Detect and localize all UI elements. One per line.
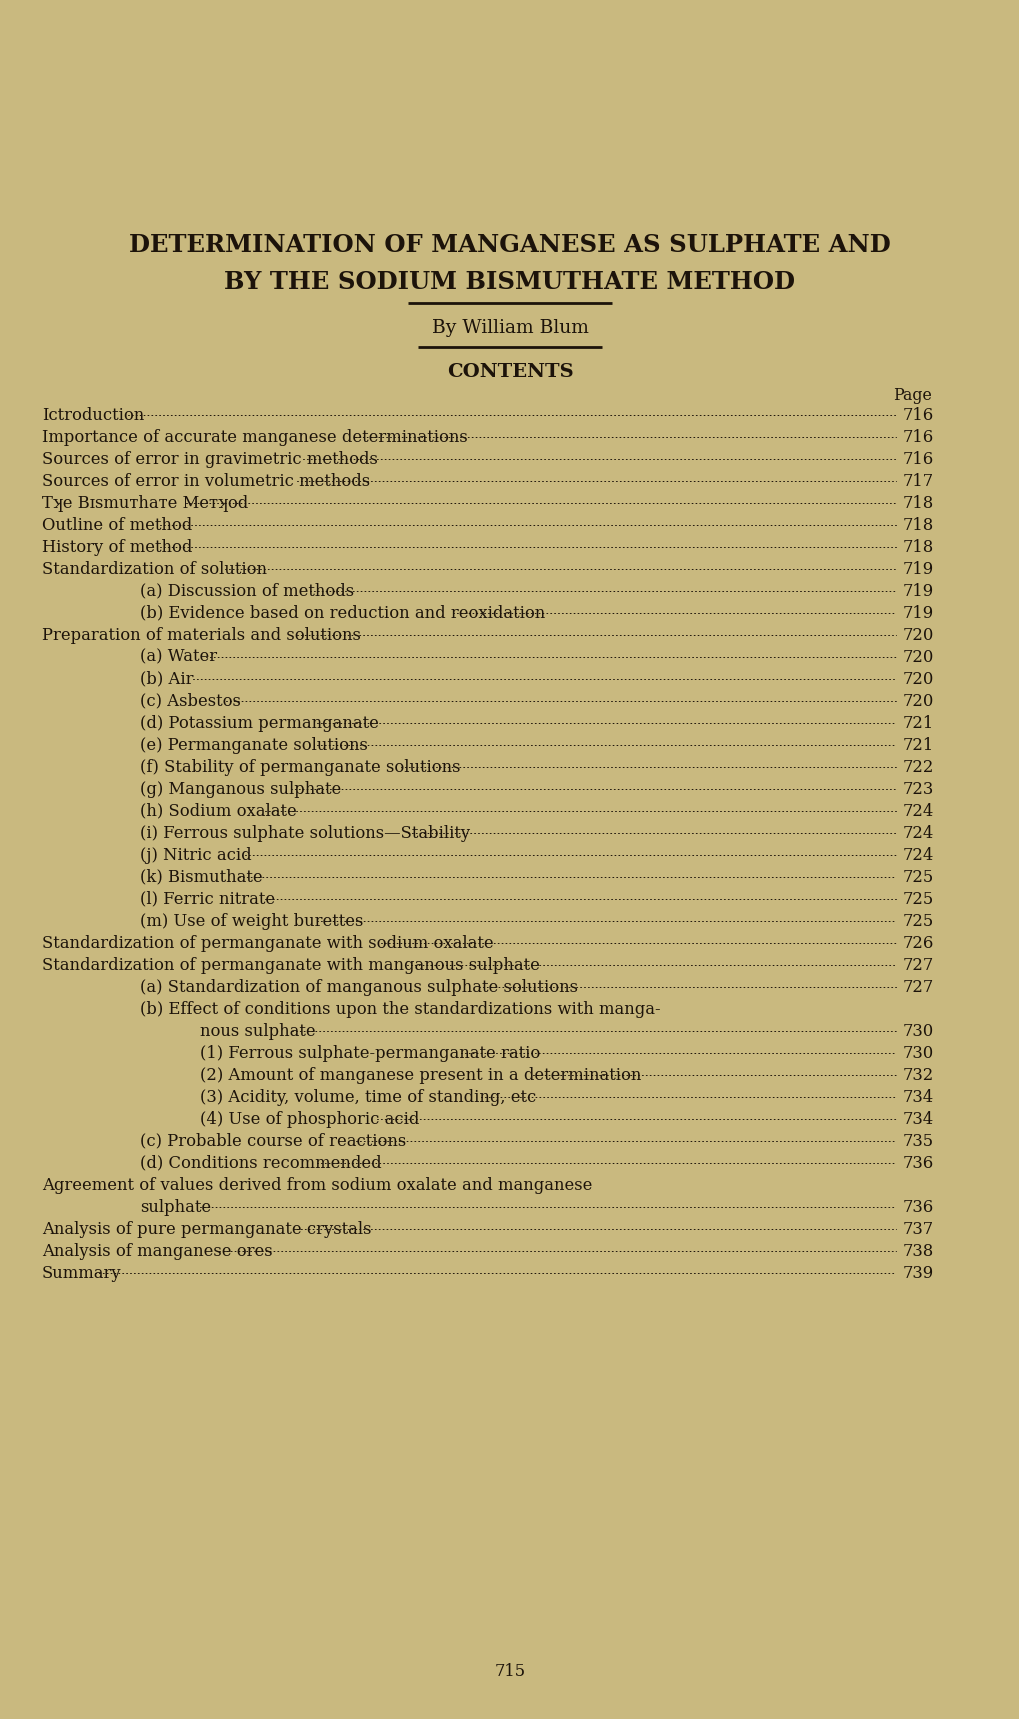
Text: 723: 723 [902, 780, 932, 798]
Text: (l) Ferric nitrate: (l) Ferric nitrate [140, 890, 275, 908]
Text: 734: 734 [902, 1088, 932, 1105]
Text: Importance of accurate manganese determinations: Importance of accurate manganese determi… [42, 428, 468, 445]
Text: (i) Ferrous sulphate solutions—Stability: (i) Ferrous sulphate solutions—Stability [140, 825, 470, 842]
Text: 718: 718 [902, 516, 932, 533]
Text: (f) Stability of permanganate solutions: (f) Stability of permanganate solutions [140, 758, 460, 775]
Text: 716: 716 [902, 406, 932, 423]
Text: (b) Air: (b) Air [140, 670, 194, 688]
Text: (2) Amount of manganese present in a determination: (2) Amount of manganese present in a det… [200, 1066, 641, 1083]
Text: 730: 730 [902, 1023, 932, 1040]
Text: 719: 719 [902, 560, 932, 578]
Text: Agreement of values derived from sodium oxalate and manganese: Agreement of values derived from sodium … [42, 1176, 592, 1193]
Text: Standardization of permanganate with sodium oxalate: Standardization of permanganate with sod… [42, 935, 493, 952]
Text: (d) Conditions recommended: (d) Conditions recommended [140, 1155, 381, 1172]
Text: 719: 719 [902, 605, 932, 622]
Text: (b) Evidence based on reduction and reoxidation: (b) Evidence based on reduction and reox… [140, 605, 545, 622]
Text: (d) Potassium permanganate: (d) Potassium permanganate [140, 715, 378, 732]
Text: (h) Sodium oxalate: (h) Sodium oxalate [140, 803, 297, 820]
Text: 736: 736 [902, 1155, 932, 1172]
Text: Page: Page [893, 387, 931, 404]
Text: Analysis of manganese ores: Analysis of manganese ores [42, 1243, 272, 1260]
Text: 724: 724 [902, 846, 932, 863]
Text: Summary: Summary [42, 1265, 121, 1281]
Text: 721: 721 [902, 715, 932, 732]
Text: 724: 724 [902, 825, 932, 842]
Text: (j) Nitric acid: (j) Nitric acid [140, 846, 252, 863]
Text: 734: 734 [902, 1110, 932, 1128]
Text: (a) Water: (a) Water [140, 648, 217, 665]
Text: 721: 721 [902, 736, 932, 753]
Text: 736: 736 [902, 1198, 932, 1215]
Text: Preparation of materials and solutions: Preparation of materials and solutions [42, 626, 361, 643]
Text: (a) Discussion of methods: (a) Discussion of methods [140, 583, 354, 600]
Text: 730: 730 [902, 1045, 932, 1062]
Text: sulphate: sulphate [140, 1198, 211, 1215]
Text: 725: 725 [902, 868, 932, 885]
Text: 724: 724 [902, 803, 932, 820]
Text: History of method: History of method [42, 538, 193, 555]
Text: 716: 716 [902, 450, 932, 468]
Text: (3) Acidity, volume, time of standing, etc: (3) Acidity, volume, time of standing, e… [200, 1088, 536, 1105]
Text: 720: 720 [902, 693, 932, 710]
Text: DETERMINATION OF MANGANESE AS SULPHATE AND: DETERMINATION OF MANGANESE AS SULPHATE A… [129, 234, 890, 258]
Text: 727: 727 [902, 978, 932, 995]
Text: (c) Probable course of reactions: (c) Probable course of reactions [140, 1133, 406, 1150]
Text: (m) Use of weight burettes: (m) Use of weight burettes [140, 913, 363, 930]
Text: 718: 718 [902, 538, 932, 555]
Text: 718: 718 [902, 495, 932, 512]
Text: 738: 738 [902, 1243, 932, 1260]
Text: 722: 722 [902, 758, 932, 775]
Text: 726: 726 [902, 935, 932, 952]
Text: 737: 737 [902, 1220, 932, 1238]
Text: (1) Ferrous sulphate-permanganate ratio: (1) Ferrous sulphate-permanganate ratio [200, 1045, 540, 1062]
Text: (a) Standardization of manganous sulphate solutions: (a) Standardization of manganous sulphat… [140, 978, 578, 995]
Text: 717: 717 [902, 473, 932, 490]
Text: 725: 725 [902, 890, 932, 908]
Text: 716: 716 [902, 428, 932, 445]
Text: (c) Asbestos: (c) Asbestos [140, 693, 240, 710]
Text: 727: 727 [902, 956, 932, 973]
Text: 715: 715 [494, 1662, 525, 1679]
Text: Sources of error in gravimetric methods: Sources of error in gravimetric methods [42, 450, 377, 468]
Text: Standardization of permanganate with manganous sulphate: Standardization of permanganate with man… [42, 956, 539, 973]
Text: nous sulphate: nous sulphate [200, 1023, 315, 1040]
Text: 720: 720 [902, 648, 932, 665]
Text: BY THE SODIUM BISMUTHATE METHOD: BY THE SODIUM BISMUTHATE METHOD [224, 270, 795, 294]
Text: (e) Permanganate solutions: (e) Permanganate solutions [140, 736, 368, 753]
Text: 720: 720 [902, 626, 932, 643]
Text: By William Blum: By William Blum [431, 320, 588, 337]
Text: 719: 719 [902, 583, 932, 600]
Text: 735: 735 [902, 1133, 932, 1150]
Text: 739: 739 [902, 1265, 932, 1281]
Text: (b) Effect of conditions upon the standardizations with manga-: (b) Effect of conditions upon the standa… [140, 1000, 660, 1018]
Text: Tʞe Bɪsmuᴛhaᴛe Meᴛʞod: Tʞe Bɪsmuᴛhaᴛe Meᴛʞod [42, 495, 248, 512]
Text: 720: 720 [902, 670, 932, 688]
Text: 725: 725 [902, 913, 932, 930]
Text: CONTENTS: CONTENTS [446, 363, 573, 382]
Text: Iᴄtroduction: Iᴄtroduction [42, 406, 144, 423]
Text: Standardization of solution: Standardization of solution [42, 560, 267, 578]
Text: (4) Use of phosphoric acid: (4) Use of phosphoric acid [200, 1110, 419, 1128]
Text: (g) Manganous sulphate: (g) Manganous sulphate [140, 780, 341, 798]
Text: Sources of error in volumetric methods: Sources of error in volumetric methods [42, 473, 370, 490]
Text: 732: 732 [902, 1066, 932, 1083]
Text: Analysis of pure permanganate crystals: Analysis of pure permanganate crystals [42, 1220, 371, 1238]
Text: Outline of method: Outline of method [42, 516, 192, 533]
Text: (k) Bismuthate: (k) Bismuthate [140, 868, 262, 885]
